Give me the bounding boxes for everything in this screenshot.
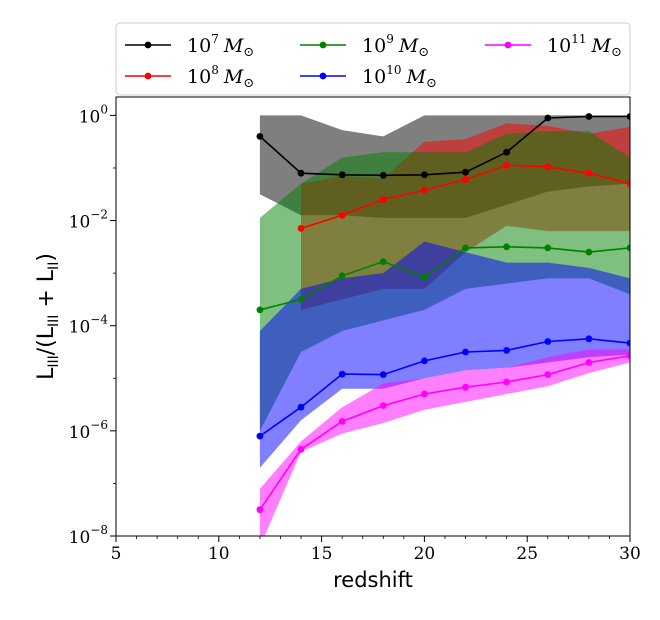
- legend-marker: [144, 72, 152, 80]
- point-series-5: [338, 418, 346, 425]
- point-series-4: [421, 357, 428, 365]
- line-series-5: [259, 354, 630, 511]
- point-series-1: [503, 148, 510, 156]
- point-series-2: [379, 196, 387, 203]
- legend-marker: [504, 41, 512, 49]
- point-series-2: [338, 211, 346, 219]
- point-series-2: [421, 186, 428, 194]
- series-lines: [256, 113, 630, 514]
- point-series-2: [462, 176, 469, 183]
- point-series-1: [626, 113, 630, 120]
- y-tick-label: 10−4: [69, 313, 109, 338]
- x-axis: 5 10 15 20 25 30: [111, 536, 641, 564]
- point-series-3: [338, 272, 346, 280]
- legend-marker: [144, 41, 152, 49]
- y-axis-label: LIII/(LIII + LII): [34, 253, 62, 380]
- point-series-2: [626, 180, 630, 188]
- point-series-2: [297, 225, 305, 232]
- point-series-4: [462, 348, 469, 356]
- line-series-1: [259, 115, 630, 177]
- point-series-1: [297, 169, 305, 177]
- point-series-1: [585, 113, 593, 120]
- point-series-5: [256, 506, 264, 514]
- point-series-4: [256, 432, 264, 440]
- point-series-5: [544, 371, 552, 378]
- point-series-4: [626, 339, 630, 347]
- point-series-5: [503, 378, 510, 386]
- point-series-3: [585, 248, 593, 256]
- legend-label: 108 M⊙: [187, 63, 254, 91]
- x-tick-label: 25: [516, 544, 538, 564]
- point-series-1: [379, 171, 387, 179]
- point-series-4: [503, 347, 510, 354]
- legend-marker: [319, 72, 327, 80]
- line-series-4: [259, 337, 630, 437]
- point-series-1: [544, 114, 552, 122]
- point-series-2: [503, 161, 510, 169]
- plot-frame: [115, 96, 631, 537]
- point-series-5: [379, 402, 387, 409]
- point-series-5: [462, 383, 469, 391]
- y-tick-label: 100: [79, 102, 108, 127]
- uncertainty-bands: [259, 115, 630, 536]
- legend-label: 107 M⊙: [187, 32, 254, 60]
- line-series-3: [259, 245, 630, 311]
- y-tick-label: 10−2: [69, 208, 108, 233]
- point-series-4: [297, 403, 305, 411]
- x-axis-label: redshift: [333, 568, 413, 592]
- point-series-4: [544, 338, 552, 345]
- legend: 107 M⊙ 108 M⊙ 109 M⊙ 1010 M⊙ 1011 M⊙: [115, 22, 631, 96]
- point-series-2: [544, 163, 552, 171]
- point-series-3: [503, 243, 510, 251]
- point-series-1: [256, 133, 264, 140]
- x-tick-label: 20: [414, 544, 436, 564]
- point-series-1: [462, 168, 469, 176]
- point-series-3: [297, 296, 305, 303]
- legend-label: 109 M⊙: [362, 32, 429, 60]
- y-tick-label: 10−8: [69, 523, 108, 548]
- point-series-4: [585, 335, 593, 343]
- x-tick-label: 5: [111, 544, 122, 564]
- legend-label: 1010 M⊙: [362, 63, 437, 91]
- point-series-4: [338, 370, 346, 378]
- legend-label: 1011 M⊙: [547, 32, 622, 60]
- y-axis: 100 10−2 10−4 10−6 10−8: [69, 102, 116, 548]
- point-series-3: [379, 258, 387, 265]
- point-series-4: [379, 371, 387, 378]
- point-series-1: [338, 171, 346, 179]
- legend-box: [115, 22, 631, 96]
- point-series-5: [297, 445, 305, 453]
- x-tick-label: 10: [208, 544, 230, 564]
- point-series-1: [421, 171, 428, 179]
- point-series-5: [585, 359, 593, 366]
- point-series-3: [421, 273, 428, 281]
- legend-marker: [319, 41, 327, 49]
- point-series-5: [421, 390, 428, 398]
- point-series-3: [544, 244, 552, 252]
- point-series-3: [256, 306, 264, 314]
- point-series-5: [626, 352, 630, 360]
- point-series-3: [626, 244, 630, 252]
- y-tick-label: 10−6: [69, 418, 108, 443]
- point-series-3: [462, 244, 469, 252]
- band-series-4: [259, 241, 630, 468]
- x-tick-label: 30: [619, 544, 641, 564]
- point-series-2: [585, 169, 593, 177]
- x-tick-label: 15: [311, 544, 333, 564]
- band-series-5: [259, 349, 630, 536]
